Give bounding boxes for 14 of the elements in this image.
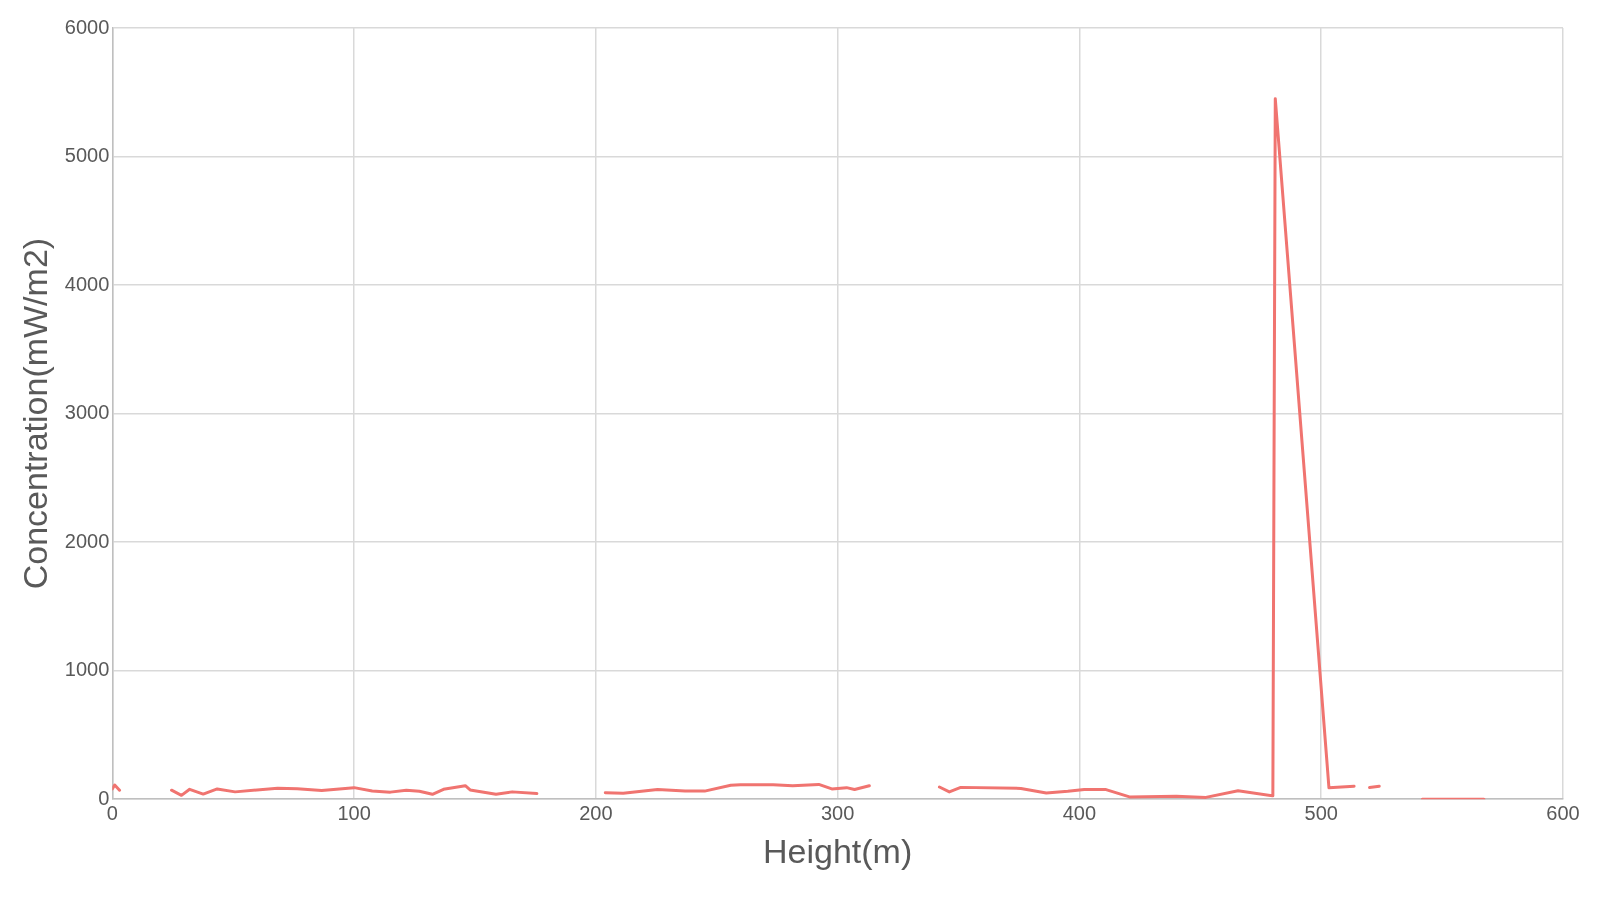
x-tick-label: 100	[337, 801, 371, 824]
y-axis-title: Concentration(mW/m2)	[15, 237, 54, 590]
x-tick-label: 400	[1062, 801, 1097, 824]
y-tick-label: 4000	[64, 272, 110, 295]
x-axis-title: Height(m)	[763, 831, 913, 870]
y-tick-label: 2000	[64, 529, 110, 552]
x-tick-label: 600	[1546, 801, 1580, 824]
x-tick-label: 500	[1304, 801, 1338, 824]
y-tick-label: 1000	[64, 658, 110, 681]
x-tick-label: 200	[579, 801, 613, 824]
y-tick-label: 5000	[64, 144, 110, 167]
y-tick-label: 6000	[64, 15, 110, 38]
x-tick-label: 300	[820, 801, 855, 824]
y-tick-label: 3000	[64, 401, 110, 424]
